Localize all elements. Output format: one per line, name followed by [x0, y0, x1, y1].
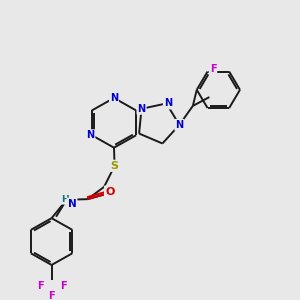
Text: F: F — [37, 281, 44, 291]
Text: F: F — [60, 281, 66, 291]
Text: H: H — [61, 195, 69, 204]
Text: N: N — [68, 199, 76, 208]
Text: N: N — [175, 120, 183, 130]
Text: N: N — [164, 98, 172, 108]
Text: N: N — [86, 130, 94, 140]
Text: F: F — [210, 64, 216, 74]
Text: S: S — [111, 161, 119, 171]
Text: O: O — [105, 187, 115, 196]
Text: N: N — [137, 104, 146, 114]
Text: F: F — [48, 291, 55, 300]
Text: N: N — [110, 93, 118, 103]
